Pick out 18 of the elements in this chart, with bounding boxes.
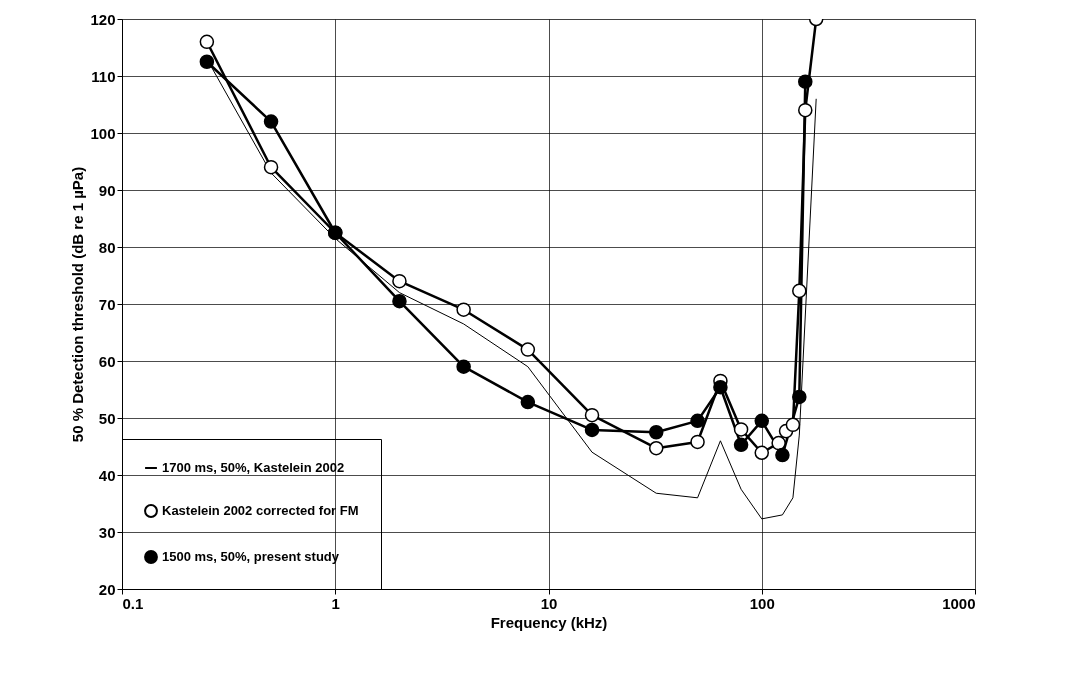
y-tick-label: 20 [98,580,116,598]
y-tick-label: 110 [91,67,116,85]
y-tick-label: 120 [90,10,116,28]
x-tick-label: 0.1 [122,594,144,612]
y-tick-label: 70 [98,295,116,313]
x-tick-label: 1 [331,594,340,612]
y-tick-label: 90 [98,181,116,199]
y-tick-label: 30 [98,523,116,541]
y-tick-label: 40 [98,466,116,484]
y-tick-label: 100 [90,124,116,142]
y-tick-label: 60 [98,352,116,370]
y-tick-label: 50 [98,409,116,427]
y-axis-title: 50 % Detection threshold (dB re 1 µPa) [69,166,87,443]
x-tick-label: 100 [749,594,775,612]
x-axis-title: Frequency (kHz) [490,613,608,631]
x-tick-label: 1000 [942,594,976,612]
y-tick-label: 80 [98,238,116,256]
x-tick-label: 10 [540,594,558,612]
